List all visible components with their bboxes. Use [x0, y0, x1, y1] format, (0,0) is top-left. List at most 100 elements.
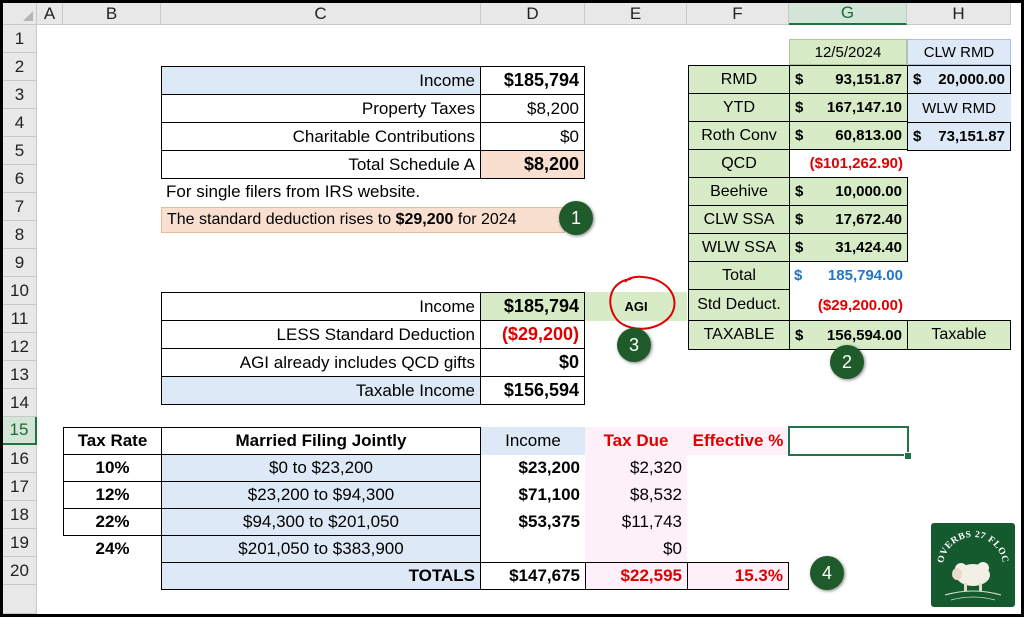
cell-total-schedule-a-value[interactable]: $8,200 — [480, 150, 585, 179]
row-header-10[interactable]: 10 — [3, 277, 37, 305]
bracket-rate-12[interactable]: 12% — [63, 481, 162, 509]
bracket-income-10[interactable]: $23,200 — [518, 458, 580, 477]
cell-wlw-rmd-value[interactable]: $73,151.87 — [907, 122, 1011, 151]
panel-label-taxable[interactable]: TAXABLE — [688, 320, 790, 350]
cell-clw-rmd-label[interactable]: CLW RMD — [907, 39, 1011, 65]
bracket-income-24[interactable] — [481, 535, 585, 563]
row-header-13[interactable]: 13 — [3, 361, 37, 389]
panel-value-roth-conv[interactable]: $60,813.00 — [789, 121, 908, 150]
panel-value-clw-ssa[interactable]: $17,672.40 — [789, 205, 908, 234]
cell-agi-tag[interactable]: AGI — [585, 292, 687, 321]
bracket-tax-24[interactable]: $0 — [585, 535, 687, 563]
cell-taxable-income-value[interactable]: $156,594 — [480, 376, 585, 405]
totals-income[interactable]: $147,675 — [480, 562, 586, 590]
column-header-g[interactable]: G — [789, 3, 907, 25]
cell-total-schedule-a-label[interactable]: Total Schedule A — [161, 150, 481, 179]
bracket-rate-24[interactable]: 24% — [95, 539, 130, 558]
cell-agi-income-value[interactable]: $185,794 — [480, 292, 585, 321]
cell-qcd-label[interactable]: AGI already includes QCD gifts — [161, 348, 481, 377]
note-single-filers[interactable]: For single filers from IRS website. — [166, 182, 421, 201]
cell-charity-label[interactable]: Charitable Contributions — [161, 122, 481, 151]
panel-value-beehive[interactable]: $10,000.00 — [789, 177, 908, 206]
bracket-range-10[interactable]: $0 to $23,200 — [161, 454, 481, 482]
panel-value-wlw-ssa[interactable]: $31,424.40 — [789, 233, 908, 262]
row-header-11[interactable]: 11 — [3, 305, 37, 333]
cell-taxable-income-label[interactable]: Taxable Income — [161, 376, 481, 405]
cell-less-std-label[interactable]: LESS Standard Deduction — [161, 320, 481, 349]
bracket-range-12[interactable]: $23,200 to $94,300 — [161, 481, 481, 509]
panel-label-clw-ssa[interactable]: CLW SSA — [688, 205, 790, 234]
row-header-20[interactable]: 20 — [3, 557, 37, 585]
bracket-range-24[interactable]: $201,050 to $383,900 — [161, 535, 481, 563]
panel-label-beehive[interactable]: Beehive — [688, 177, 790, 206]
panel-label-total[interactable]: Total — [688, 261, 790, 290]
panel-label-qcd[interactable]: QCD — [688, 149, 790, 178]
active-cell-g15[interactable] — [788, 426, 909, 456]
note-standard-deduction[interactable]: The standard deduction rises to $29,200 … — [161, 207, 565, 233]
panel-value-ytd[interactable]: $167,147.10 — [789, 93, 908, 122]
row-header-6[interactable]: 6 — [3, 165, 37, 193]
panel-value-std-deduct[interactable]: ($29,200.00) — [817, 296, 903, 314]
cell-agi-income-label[interactable]: Income — [161, 292, 481, 321]
cell-wlw-rmd-label[interactable]: WLW RMD — [907, 94, 1011, 122]
cell-less-std-value[interactable]: ($29,200) — [480, 320, 585, 349]
bracket-rate-10[interactable]: 10% — [63, 454, 162, 482]
header-married-filing-jointly[interactable]: Married Filing Jointly — [161, 427, 481, 455]
row-header-8[interactable]: 8 — [3, 221, 37, 249]
panel-label-ytd[interactable]: YTD — [688, 93, 790, 122]
panel-label-roth-conv[interactable]: Roth Conv — [688, 121, 790, 150]
row-header-17[interactable]: 17 — [3, 473, 37, 501]
totals-effective[interactable]: 15.3% — [687, 562, 789, 590]
select-all-corner[interactable] — [3, 3, 37, 25]
cell-taxable-note[interactable]: Taxable — [907, 320, 1011, 350]
row-header-1[interactable]: 1 — [3, 25, 37, 53]
totals-tax[interactable]: $22,595 — [585, 562, 688, 590]
header-income[interactable]: Income — [481, 427, 585, 455]
panel-value-qcd[interactable]: ($101,262.90) — [809, 155, 903, 172]
bracket-income-12[interactable]: $71,100 — [518, 485, 580, 504]
panel-label-std-deduct[interactable]: Std Deduct. — [688, 289, 790, 321]
row-header-19[interactable]: 19 — [3, 529, 37, 557]
row-header-14[interactable]: 14 — [3, 389, 37, 417]
column-header-e[interactable]: E — [585, 3, 687, 25]
header-tax-rate[interactable]: Tax Rate — [63, 427, 162, 455]
cell-income-value[interactable]: $185,794 — [480, 66, 585, 95]
panel-value-rmd[interactable]: $93,151.87 — [789, 65, 908, 94]
row-header-2[interactable]: 2 — [3, 53, 37, 81]
row-header-3[interactable]: 3 — [3, 81, 37, 109]
row-header-18[interactable]: 18 — [3, 501, 37, 529]
row-header-16[interactable]: 16 — [3, 445, 37, 473]
row-header-4[interactable]: 4 — [3, 109, 37, 137]
totals-label[interactable]: TOTALS — [161, 562, 481, 590]
row-header-12[interactable]: 12 — [3, 333, 37, 361]
column-header-b[interactable]: B — [63, 3, 161, 25]
column-header-h[interactable]: H — [907, 3, 1011, 25]
bracket-income-22[interactable]: $53,375 — [518, 512, 580, 531]
column-header-d[interactable]: D — [481, 3, 585, 25]
panel-label-rmd[interactable]: RMD — [688, 65, 790, 94]
bracket-range-22[interactable]: $94,300 to $201,050 — [161, 508, 481, 536]
cell-clw-rmd-value[interactable]: $20,000.00 — [907, 65, 1011, 94]
row-header-15[interactable]: 15 — [3, 417, 37, 445]
panel-label-wlw-ssa[interactable]: WLW SSA — [688, 233, 790, 262]
cell-date[interactable]: 12/5/2024 — [789, 39, 907, 65]
cell-qcd-value[interactable]: $0 — [480, 348, 585, 377]
bracket-tax-22[interactable]: $11,743 — [585, 508, 687, 536]
bracket-tax-10[interactable]: $2,320 — [585, 454, 687, 482]
bracket-tax-12[interactable]: $8,532 — [585, 481, 687, 509]
cell-property-label[interactable]: Property Taxes — [161, 94, 481, 123]
cell-property-value[interactable]: $8,200 — [480, 94, 585, 123]
column-header-f[interactable]: F — [687, 3, 789, 25]
header-effective[interactable]: Effective % — [687, 427, 789, 455]
cell-charity-value[interactable]: $0 — [480, 122, 585, 151]
bracket-rate-22[interactable]: 22% — [63, 508, 162, 536]
header-tax-due[interactable]: Tax Due — [585, 427, 687, 455]
column-header-c[interactable]: C — [161, 3, 481, 25]
fill-handle[interactable] — [904, 452, 912, 460]
row-header-9[interactable]: 9 — [3, 249, 37, 277]
panel-value-total[interactable]: $185,794.00 — [789, 261, 908, 290]
column-header-a[interactable]: A — [37, 3, 63, 25]
row-header-5[interactable]: 5 — [3, 137, 37, 165]
row-header-7[interactable]: 7 — [3, 193, 37, 221]
cell-income-label[interactable]: Income — [161, 66, 481, 95]
